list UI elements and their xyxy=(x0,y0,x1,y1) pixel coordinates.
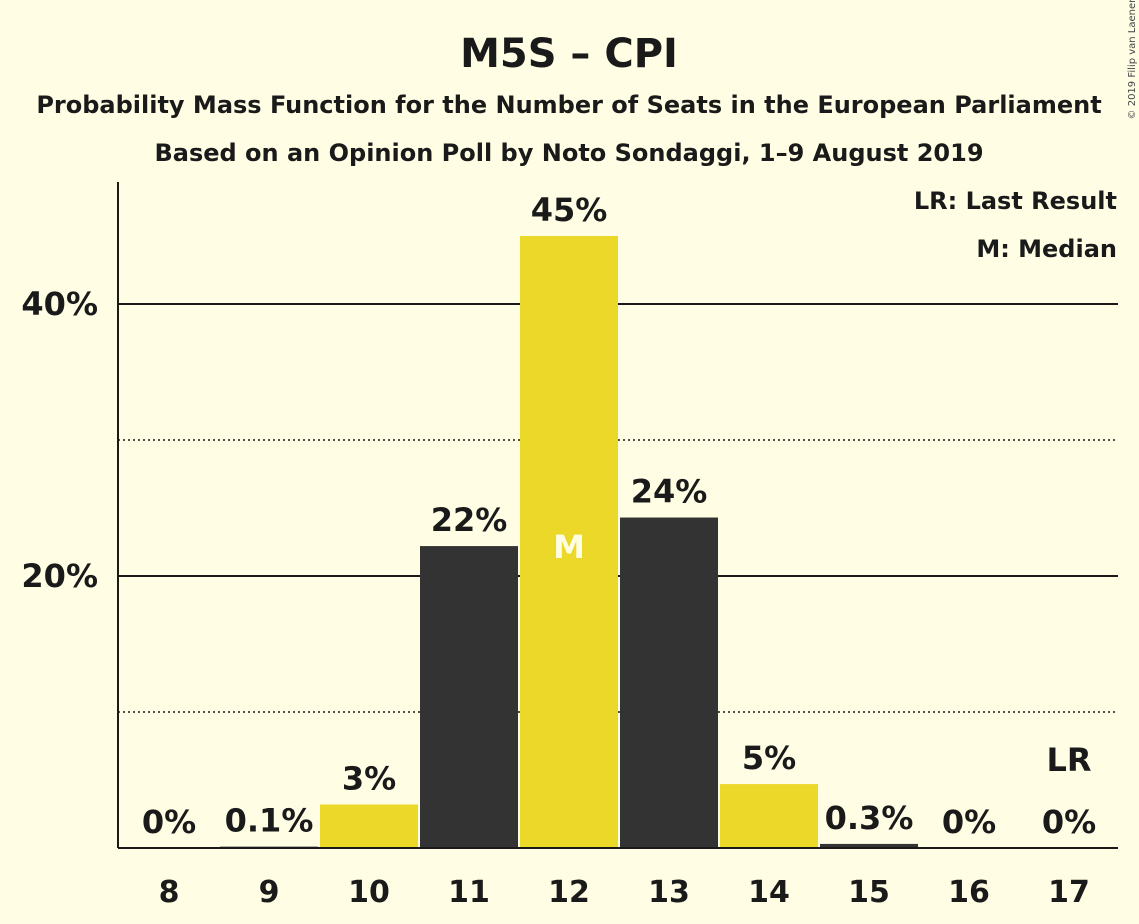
bar-seats-12 xyxy=(520,236,618,848)
x-tick-label: 8 xyxy=(159,875,180,910)
bar-value-label: 3% xyxy=(342,759,396,797)
bar-value-label: 0.1% xyxy=(225,802,314,840)
bar-value-label: 45% xyxy=(531,191,608,229)
bar-value-labels: 0% 8 0.1% 9 3% 10 22% 11 45% 12 M 24% 13 5% 14 0.3% 15 0%… xyxy=(142,191,1096,910)
chart-title: M5S – CPI xyxy=(460,31,678,77)
x-tick-label: 16 xyxy=(948,875,990,910)
x-tick-label: 9 xyxy=(259,875,280,910)
bar-seats-14 xyxy=(720,784,818,848)
legend-median: M: Median xyxy=(976,235,1117,263)
bar-value-label: 0% xyxy=(142,803,196,841)
bar-value-label: 24% xyxy=(631,473,708,511)
x-tick-label: 12 xyxy=(548,875,590,910)
bar-value-label: 0% xyxy=(942,803,996,841)
bar-seats-11 xyxy=(420,546,518,848)
x-tick-label: 14 xyxy=(748,875,790,910)
bar-value-label: 0% xyxy=(1042,803,1096,841)
x-tick-label: 11 xyxy=(448,875,490,910)
x-tick-label: 17 xyxy=(1048,875,1090,910)
copyright-notice: © 2019 Filip van Laenen xyxy=(1127,0,1138,119)
chart-subtitle-1: Probability Mass Function for the Number… xyxy=(36,91,1101,119)
bar-series xyxy=(220,236,918,848)
y-tick-label: 20% xyxy=(21,557,98,595)
bar-value-label: 5% xyxy=(742,739,796,777)
bar-value-label: 22% xyxy=(431,501,508,539)
bar-seats-15 xyxy=(820,843,918,848)
chart-subtitle-2: Based on an Opinion Poll by Noto Sondagg… xyxy=(154,139,983,167)
bar-value-label: 0.3% xyxy=(825,799,914,837)
x-tick-label: 10 xyxy=(348,875,390,910)
y-tick-label: 40% xyxy=(21,285,98,323)
x-tick-label: 13 xyxy=(648,875,690,910)
x-tick-label: 15 xyxy=(848,875,890,910)
last-result-marker: LR xyxy=(1046,741,1091,779)
axes xyxy=(117,182,1118,849)
bar-seats-13 xyxy=(620,517,718,848)
median-marker: M xyxy=(553,528,585,566)
bar-seats-10 xyxy=(320,804,418,848)
legend-last-result: LR: Last Result xyxy=(914,187,1117,215)
